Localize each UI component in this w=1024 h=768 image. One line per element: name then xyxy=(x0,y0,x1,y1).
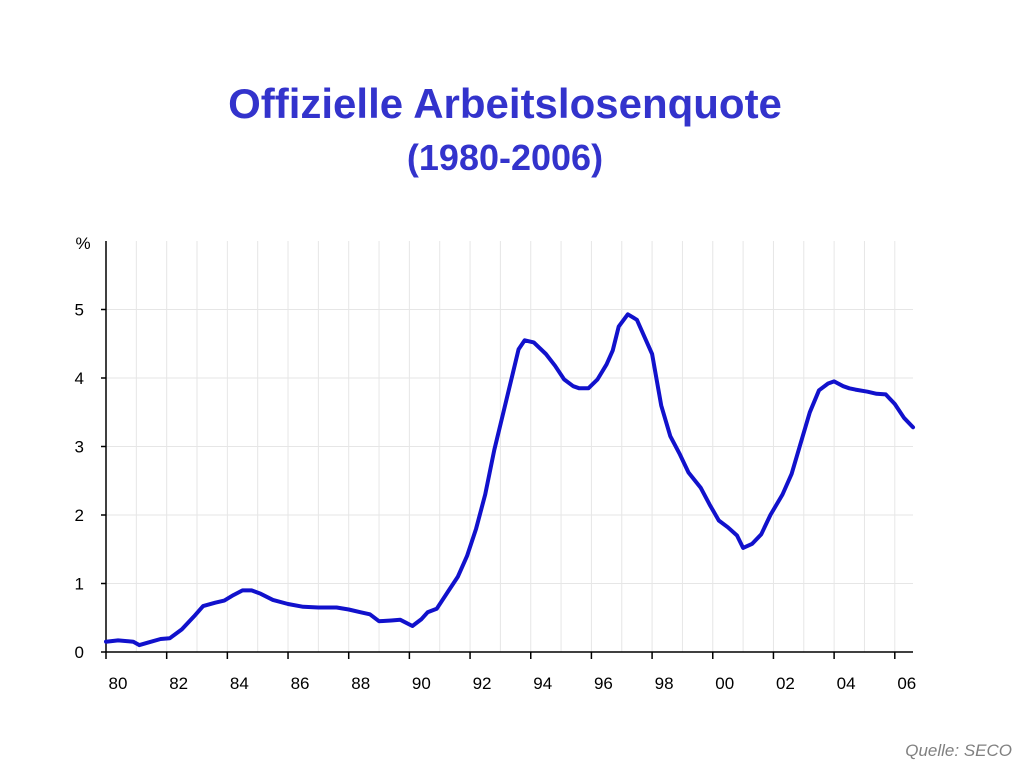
x-tick-label: 06 xyxy=(897,674,916,693)
x-tick-label: 84 xyxy=(230,674,249,693)
x-tick-label: 86 xyxy=(291,674,310,693)
series-line xyxy=(104,312,915,648)
x-tick-label: 96 xyxy=(594,674,613,693)
x-tick-label: 00 xyxy=(715,674,734,693)
x-tick-label: 88 xyxy=(351,674,370,693)
y-tick-label: 5 xyxy=(75,301,84,320)
x-tick-label: 98 xyxy=(655,674,674,693)
y-tick-label: 2 xyxy=(75,506,84,525)
chart-subtitle: (1980-2006) xyxy=(406,137,604,178)
axes xyxy=(101,241,913,659)
x-tick-label: 90 xyxy=(412,674,431,693)
x-tick-label: 80 xyxy=(109,674,128,693)
y-tick-label: 3 xyxy=(75,438,84,457)
series xyxy=(104,312,915,648)
grid xyxy=(106,241,913,652)
y-tick-label: 1 xyxy=(75,575,84,594)
source-note: Quelle: SECO xyxy=(905,741,1012,760)
x-tick-label: 02 xyxy=(776,674,795,693)
x-tick-label: 04 xyxy=(837,674,856,693)
y-tick-label: 4 xyxy=(75,369,84,388)
chart-title: Offizielle Arbeitslosenquote xyxy=(228,80,782,127)
y-tick-label: 0 xyxy=(75,643,84,662)
y-axis-unit-label: % xyxy=(75,234,90,253)
x-tick-label: 82 xyxy=(169,674,188,693)
tick-labels: 0 1 2 3 4 5 80 82 84 86 88 90 92 94 96 98 00 02 04 06 xyxy=(75,301,917,694)
x-tick-label: 92 xyxy=(473,674,492,693)
x-tick-label: 94 xyxy=(533,674,552,693)
